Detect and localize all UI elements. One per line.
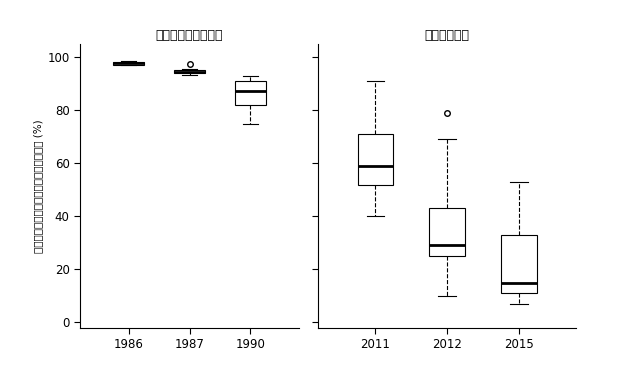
PathPatch shape xyxy=(429,208,465,256)
PathPatch shape xyxy=(358,134,394,184)
PathPatch shape xyxy=(501,235,536,293)
PathPatch shape xyxy=(174,70,205,73)
PathPatch shape xyxy=(236,81,266,105)
Title: 福島原発事故: 福島原発事故 xyxy=(424,29,470,42)
Y-axis label: 落葉層に放射性セシウムが存在する割合 (%): 落葉層に放射性セシウムが存在する割合 (%) xyxy=(33,119,43,253)
PathPatch shape xyxy=(113,62,144,64)
Title: チェルノブイリ事故: チェルノブイリ事故 xyxy=(156,29,223,42)
